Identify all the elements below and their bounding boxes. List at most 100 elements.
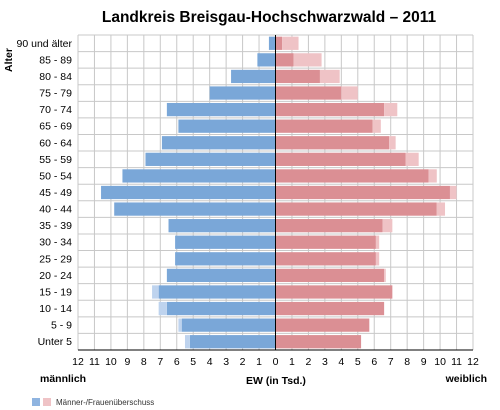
- y-tick-label: 15 - 19: [39, 286, 72, 298]
- y-tick-label: 70 - 74: [39, 104, 72, 116]
- bar-female: [275, 69, 320, 84]
- bar-male-surplus: [152, 285, 159, 299]
- bar-male: [145, 152, 276, 166]
- y-tick-label: Unter 5: [38, 336, 73, 348]
- bar-male: [189, 335, 276, 349]
- bar-male: [181, 318, 276, 332]
- bar-male: [168, 219, 276, 233]
- y-tick-label: 40 - 44: [39, 204, 72, 216]
- bar-female-surplus: [293, 53, 322, 67]
- bar-female-surplus: [384, 102, 398, 117]
- y-tick-label: 65 - 69: [39, 121, 72, 133]
- bar-female: [275, 102, 385, 117]
- bar-male: [161, 136, 276, 150]
- chart-title: Landkreis Breisgau-Hochschwarzwald – 201…: [102, 9, 437, 26]
- bar-male: [209, 86, 276, 100]
- x-tick-label: 8: [404, 356, 410, 368]
- y-tick-label: 30 - 34: [39, 237, 72, 249]
- y-tick-label: 85 - 89: [39, 54, 72, 66]
- x-tick-label: 2: [305, 356, 311, 368]
- x-tick-label: 11: [89, 356, 100, 368]
- bar-male: [166, 102, 276, 117]
- bar-female-surplus: [384, 268, 386, 283]
- bar-male: [257, 53, 276, 67]
- y-tick-label: 35 - 39: [39, 220, 72, 232]
- bar-male: [166, 268, 276, 283]
- female-axis-label: weiblich: [445, 373, 487, 385]
- x-tick-label: 9: [124, 356, 130, 368]
- bar-female: [275, 36, 283, 50]
- bar-female: [275, 252, 376, 266]
- bar-female: [275, 219, 383, 233]
- x-tick-label: 1: [289, 356, 295, 368]
- y-tick-label: 20 - 24: [39, 270, 72, 282]
- bar-male: [166, 301, 276, 316]
- bar-male: [175, 252, 276, 266]
- bar-female-surplus: [341, 86, 358, 100]
- bar-male: [178, 119, 276, 133]
- x-tick-label: 8: [141, 356, 147, 368]
- bar-female-surplus: [282, 36, 299, 50]
- x-tick-label: 7: [388, 356, 394, 368]
- axes: [78, 35, 473, 351]
- bar-male-surplus: [158, 301, 167, 316]
- legend-swatch-male: [32, 398, 40, 406]
- bar-female-surplus: [375, 235, 380, 249]
- bar-male: [231, 69, 276, 84]
- bar-female: [275, 285, 393, 299]
- bar-female-surplus: [375, 252, 380, 266]
- bar-female: [275, 169, 429, 183]
- bar-male: [114, 202, 276, 216]
- bar-male: [101, 185, 276, 200]
- bar-female: [275, 268, 385, 283]
- bar-female-surplus: [382, 219, 393, 233]
- bars: [101, 36, 457, 349]
- bar-female: [275, 53, 294, 67]
- y-tick-label: 80 - 84: [39, 71, 72, 83]
- y-tick-label: 25 - 29: [39, 253, 72, 265]
- y-tick-label: 75 - 79: [39, 88, 72, 100]
- x-tick-label: 6: [371, 356, 377, 368]
- x-axis-title: EW (in Tsd.): [246, 375, 306, 387]
- x-tick-label: 4: [207, 356, 213, 368]
- bar-male: [175, 235, 276, 249]
- male-axis-label: männlich: [40, 373, 86, 385]
- y-tick-label: 50 - 54: [39, 170, 72, 182]
- bar-female-surplus: [449, 185, 457, 200]
- x-tick-label: 0: [273, 356, 279, 368]
- bar-female-surplus: [428, 169, 437, 183]
- x-tick-label: 3: [322, 356, 328, 368]
- bar-female: [275, 235, 376, 249]
- y-tick-label: 45 - 49: [39, 187, 72, 199]
- bar-female-surplus: [389, 136, 396, 150]
- x-tick-label: 5: [190, 356, 196, 368]
- y-axis-title: Alter: [3, 48, 15, 72]
- x-tick-label: 7: [157, 356, 163, 368]
- legend-label: Männer-/Frauenüberschuss: [56, 398, 154, 407]
- bar-male: [268, 36, 276, 50]
- y-tick-label: 55 - 59: [39, 154, 72, 166]
- x-tick-label: 12: [72, 356, 84, 368]
- y-tick-label: 10 - 14: [39, 303, 72, 315]
- x-tick-label: 9: [421, 356, 427, 368]
- bar-female: [275, 119, 373, 133]
- bar-female-surplus: [436, 202, 446, 216]
- bar-female-surplus: [405, 152, 419, 166]
- bar-male: [122, 169, 276, 183]
- bar-female: [275, 301, 385, 316]
- bar-male-surplus: [178, 318, 182, 332]
- legend-swatch-female: [43, 398, 51, 406]
- x-tick-label: 10: [434, 356, 446, 368]
- legend: Männer-/Frauenüberschuss: [32, 398, 154, 407]
- y-tick-label: 5 - 9: [51, 320, 72, 332]
- bar-female: [275, 335, 362, 349]
- y-tick-label: 90 und älter: [17, 38, 73, 50]
- x-tick-label: 3: [223, 356, 229, 368]
- bar-female-surplus: [319, 69, 340, 84]
- bar-female: [275, 136, 390, 150]
- x-tick-labels: 12 11 10 9 8 7 6 5 4 3 2 1 0 1 2 3 4 5 6 7 8 9 10 11 12: [72, 356, 479, 368]
- bar-male-surplus: [184, 335, 190, 349]
- bar-female: [275, 185, 450, 200]
- x-tick-label: 5: [355, 356, 361, 368]
- x-tick-label: 4: [338, 356, 344, 368]
